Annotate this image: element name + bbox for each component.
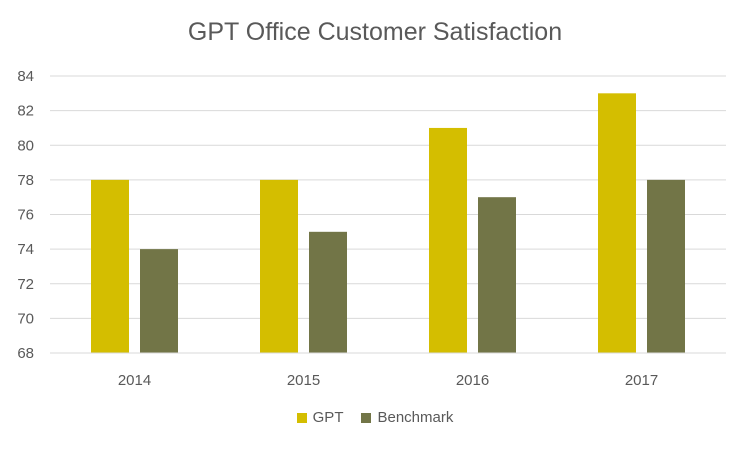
legend-item-gpt: GPT (296, 409, 344, 426)
y-tick-label: 76 (17, 207, 34, 224)
legend: GPT Benchmark (0, 409, 750, 426)
bar-benchmark-2017 (647, 179, 685, 353)
y-tick-label: 68 (17, 345, 34, 362)
bar-gpt-2014 (91, 179, 129, 353)
legend-label-benchmark: Benchmark (377, 409, 454, 426)
y-tick-label: 78 (17, 172, 34, 189)
y-tick-label: 80 (17, 137, 34, 154)
bar-benchmark-2014 (140, 249, 178, 353)
legend-swatch-gpt (296, 412, 307, 423)
bar-benchmark-2015 (309, 231, 347, 353)
y-tick-label: 72 (17, 276, 34, 293)
x-tick-label: 2016 (456, 372, 489, 389)
bar-benchmark-2016 (478, 197, 516, 353)
y-tick-label: 84 (17, 68, 34, 85)
x-tick-label: 2014 (118, 372, 151, 389)
x-tick-label: 2017 (625, 372, 658, 389)
y-tick-label: 74 (17, 241, 34, 258)
legend-swatch-benchmark (361, 412, 372, 423)
bar-gpt-2016 (429, 127, 467, 353)
legend-label-gpt: GPT (312, 409, 344, 426)
y-tick-label: 82 (17, 103, 34, 120)
bar-gpt-2017 (598, 93, 636, 353)
legend-item-benchmark: Benchmark (361, 409, 453, 426)
x-tick-label: 2015 (287, 372, 320, 389)
bar-gpt-2015 (260, 179, 298, 353)
chart-title: GPT Office Customer Satisfaction (187, 18, 563, 46)
y-tick-label: 70 (17, 310, 34, 327)
